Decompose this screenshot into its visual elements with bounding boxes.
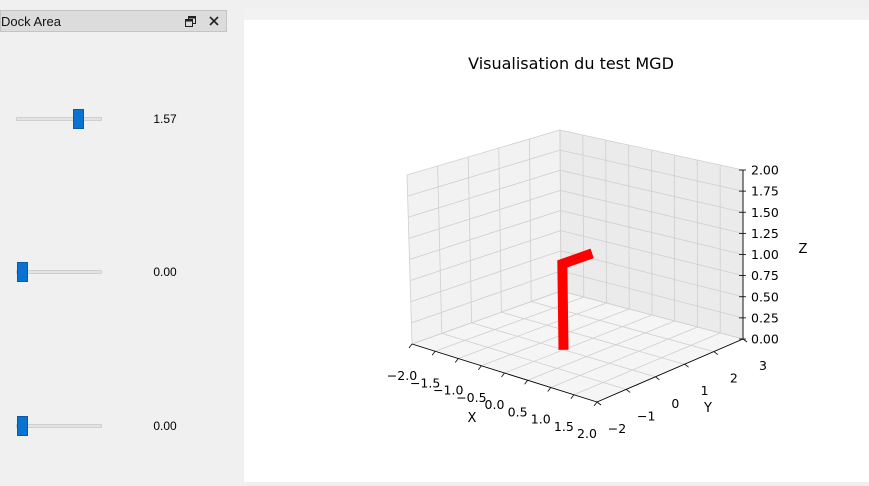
dock-panel: Dock Area 1.57 0.00 0.00 (0, 0, 244, 482)
y-tick (743, 339, 747, 342)
z-axis-label: Z (799, 242, 808, 257)
z-tick-label: 0.50 (751, 289, 779, 304)
y-axis-label: Y (703, 401, 712, 416)
x-tick (478, 366, 481, 370)
y-tick (685, 364, 689, 367)
slider-thumb[interactable] (17, 262, 28, 282)
slider-track[interactable] (16, 117, 102, 121)
z-tick-label: 0.00 (751, 332, 779, 347)
x-tick (594, 402, 597, 406)
x-tick (525, 380, 528, 384)
x-tick-label: 0.5 (508, 404, 528, 419)
z-tick-label: 2.00 (751, 163, 779, 178)
slider-value: 1.57 (140, 112, 190, 126)
x-tick (409, 344, 412, 348)
z-tick-label: 0.25 (751, 310, 779, 325)
x-tick (571, 395, 574, 399)
y-tick-label: 1 (701, 383, 709, 398)
x-tick-label: 1.0 (531, 412, 551, 427)
slider-value: 0.00 (140, 265, 190, 279)
y-tick-label: 2 (730, 371, 738, 386)
slider-value: 0.00 (140, 419, 190, 433)
dock-title: Dock Area (1, 14, 61, 29)
y-tick-label: 3 (759, 358, 767, 373)
x-tick (548, 388, 551, 392)
z-tick-label: 1.25 (751, 226, 779, 241)
close-icon[interactable] (205, 12, 223, 30)
toolbar-strip (244, 8, 869, 20)
x-tick-label: 1.5 (554, 419, 574, 434)
y-tick-label: −1 (637, 408, 655, 423)
slider-thumb[interactable] (17, 416, 28, 436)
x-axis-label: X (468, 411, 477, 426)
slider-track[interactable] (16, 424, 102, 428)
joint-slider-1: 1.57 (0, 108, 244, 130)
x-tick (455, 359, 458, 363)
x-tick (502, 373, 505, 377)
y-tick (597, 402, 601, 405)
chart-3d: Visualisation du test MGD −2.0−1.5−1.0−0… (244, 20, 869, 482)
y-tick (655, 377, 659, 380)
joint-slider-2: 0.00 (0, 261, 244, 283)
float-icon[interactable] (181, 12, 199, 30)
y-tick (714, 352, 718, 355)
y-tick (626, 389, 630, 392)
joint-slider-3: 0.00 (0, 415, 244, 437)
z-tick-label: 1.50 (751, 205, 779, 220)
chart-title: Visualisation du test MGD (468, 54, 674, 73)
y-tick-label: −2 (608, 421, 626, 436)
z-tick-label: 1.00 (751, 247, 779, 262)
x-tick-label: 0.0 (485, 397, 505, 412)
z-tick-label: 1.75 (751, 184, 779, 199)
dock-title-bar[interactable]: Dock Area (0, 10, 227, 32)
x-tick-label: −0.5 (456, 390, 486, 405)
slider-track[interactable] (16, 270, 102, 274)
y-tick-label: 0 (671, 396, 679, 411)
plot-canvas[interactable]: Visualisation du test MGD −2.0−1.5−1.0−0… (244, 20, 869, 482)
x-tick (432, 351, 435, 355)
x-tick-label: 2.0 (577, 426, 597, 441)
slider-thumb[interactable] (73, 109, 84, 129)
z-tick-label: 0.75 (751, 268, 779, 283)
